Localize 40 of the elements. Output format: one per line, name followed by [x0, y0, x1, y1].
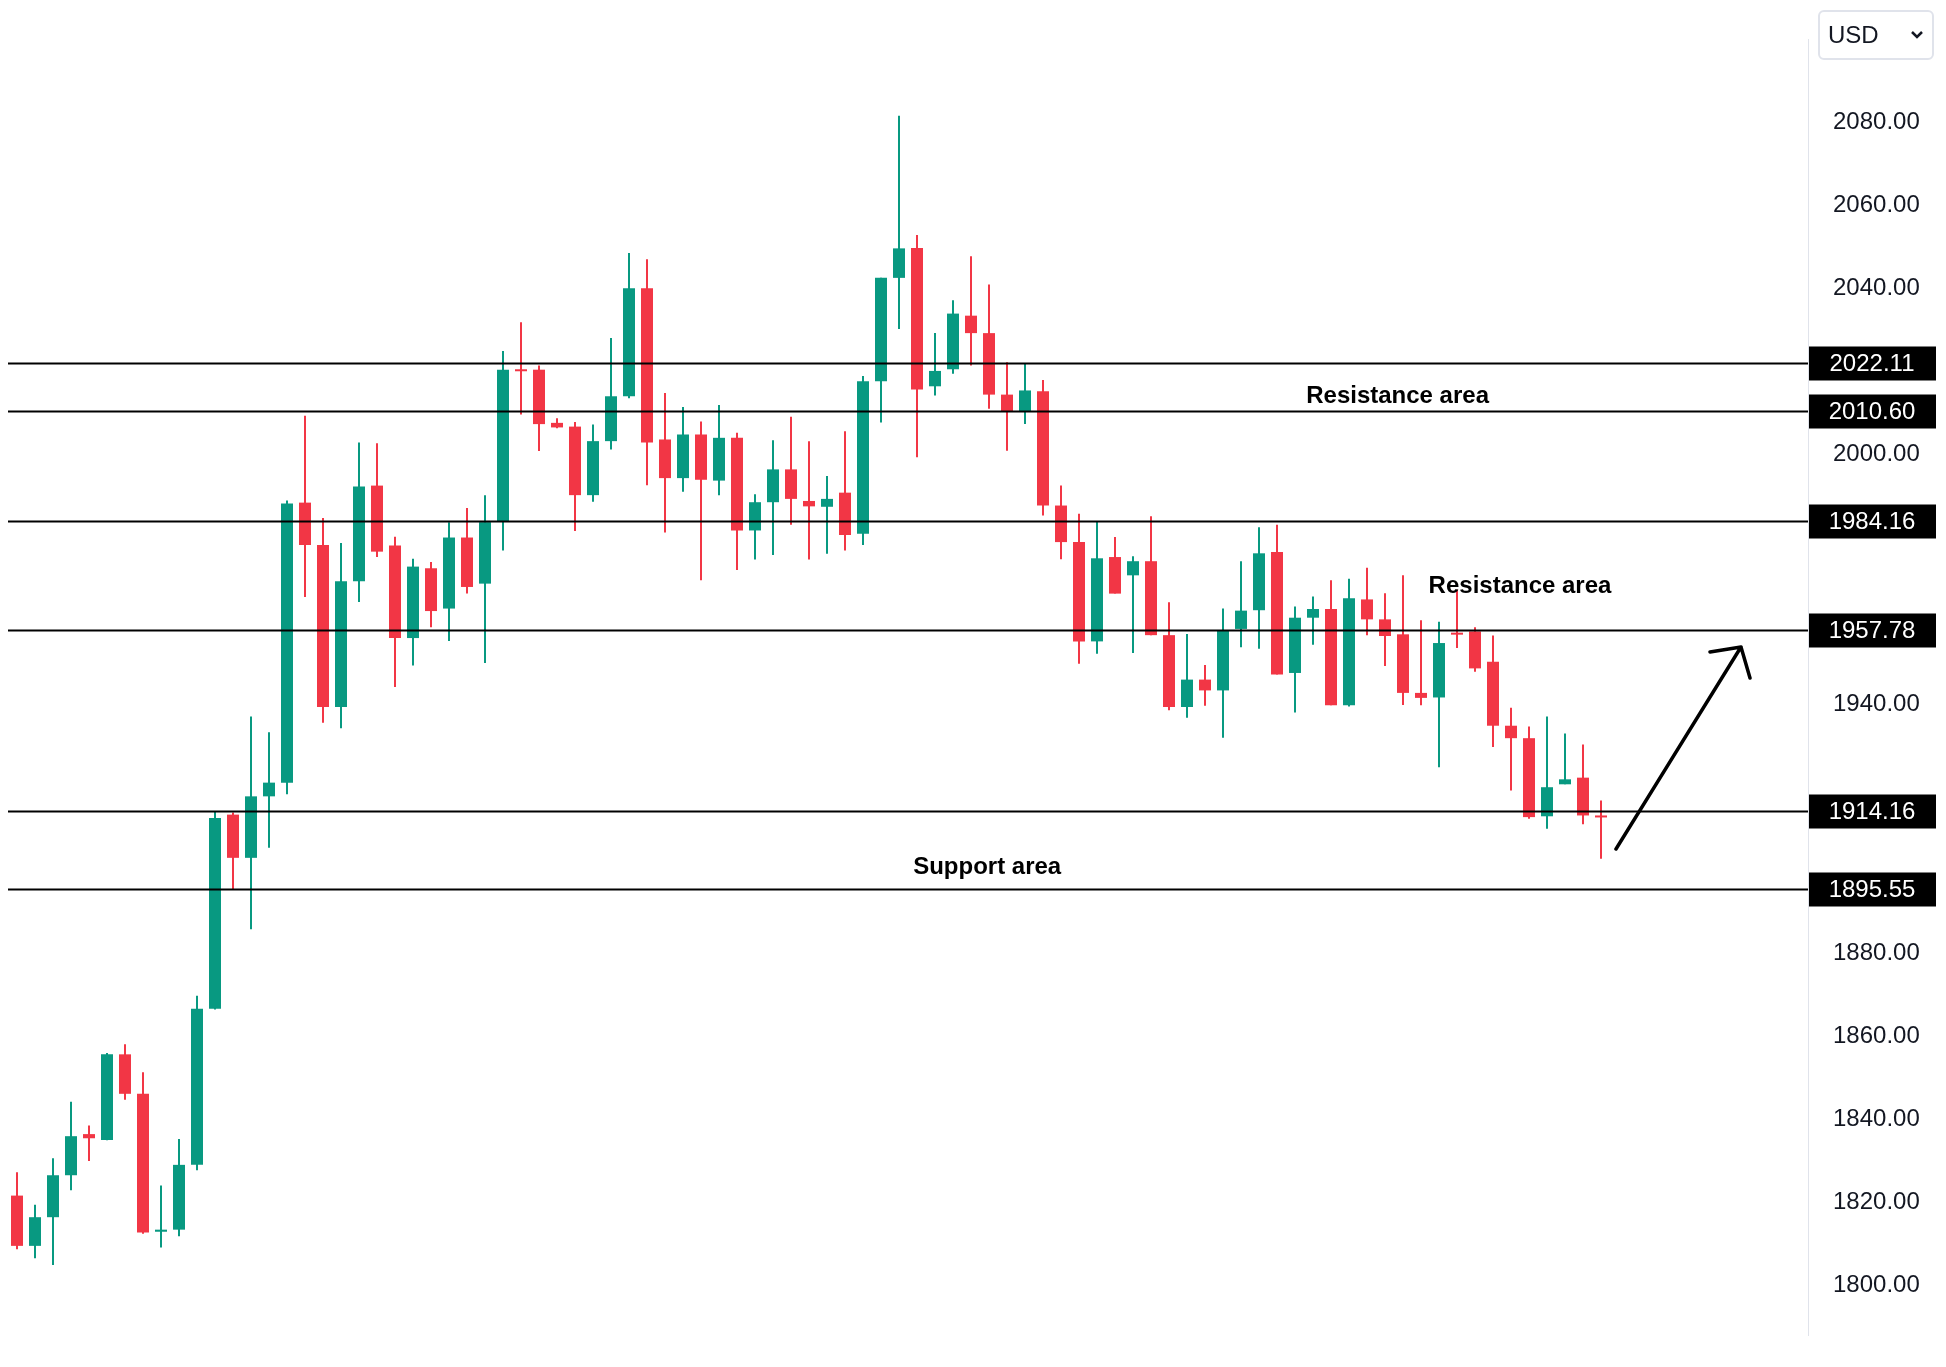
y-tick-label: 1880.00 — [1833, 938, 1920, 966]
candlestick — [1559, 732, 1571, 786]
currency-select: USD — [1818, 10, 1934, 60]
ref-line-label: 1984.16 — [1828, 507, 1916, 535]
y-tick-label: 2080.00 — [1833, 107, 1920, 135]
y-tick-label: 2000.00 — [1833, 439, 1920, 467]
annotation: Resistance area — [1306, 380, 1490, 408]
candlestick — [1361, 566, 1373, 637]
candlestick — [1019, 362, 1031, 426]
annotation: Support area — [913, 851, 1062, 879]
candlestick — [929, 332, 941, 397]
ref-line-label: 2022.11 — [1829, 349, 1915, 377]
candlestick — [515, 321, 527, 416]
candlestick — [1379, 592, 1391, 667]
candlestick — [1235, 560, 1247, 649]
candlestick — [1199, 664, 1211, 707]
ref-line-label: 2010.60 — [1828, 397, 1916, 425]
ref-line-label: 1914.16 — [1828, 797, 1916, 825]
candlestick — [1415, 619, 1427, 707]
candlestick — [821, 475, 833, 555]
y-tick-label: 2040.00 — [1833, 273, 1920, 301]
y-tick-label: 1860.00 — [1833, 1021, 1920, 1049]
candlestick — [1505, 706, 1517, 792]
candlestick — [1595, 799, 1607, 860]
y-tick-label: 1800.00 — [1833, 1270, 1920, 1298]
candlestick — [155, 1184, 167, 1249]
y-tick-label: 2060.00 — [1833, 190, 1920, 218]
candlestick — [83, 1124, 95, 1163]
ref-line-label: 1957.78 — [1828, 616, 1916, 644]
ref-line-label: 1895.55 — [1828, 875, 1916, 903]
candlestick — [1001, 361, 1013, 452]
candlestick — [965, 255, 977, 367]
candlestick — [803, 440, 815, 561]
annotation: Resistance area — [1428, 570, 1613, 598]
candlestick — [1307, 595, 1319, 646]
candlestick — [1127, 555, 1139, 655]
candlestick — [263, 731, 275, 849]
y-tick-label: 1840.00 — [1833, 1104, 1920, 1132]
y-tick-label: 1940.00 — [1833, 688, 1920, 716]
y-tick-label: 1820.00 — [1833, 1187, 1920, 1215]
